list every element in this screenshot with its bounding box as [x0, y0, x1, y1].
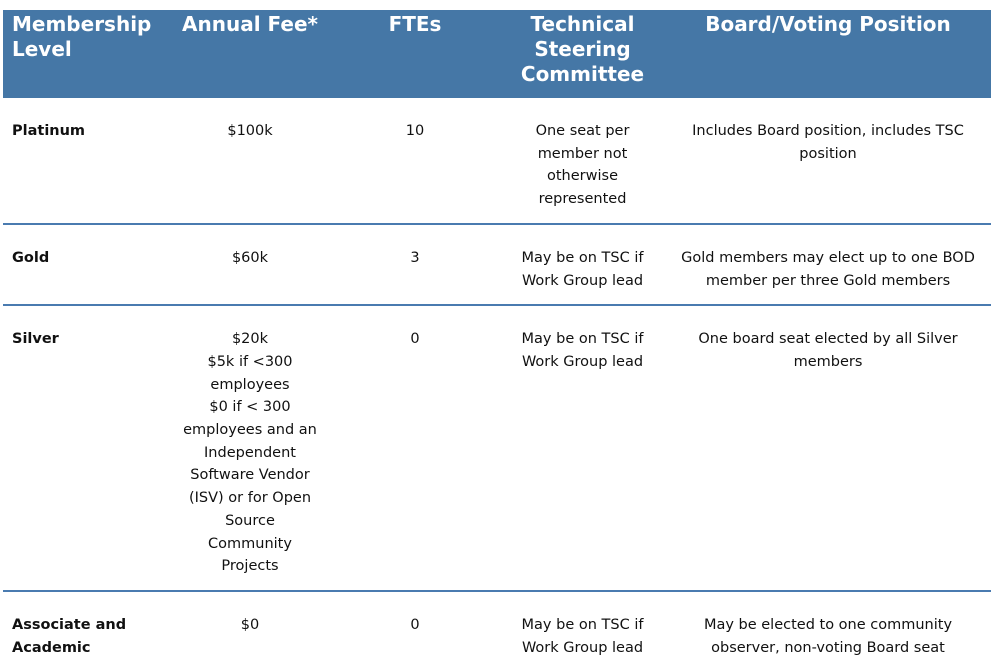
cell-line: $0 if < 300: [209, 399, 291, 416]
cell-line: Source: [225, 512, 275, 529]
cell-line: Annual Fee*: [182, 12, 318, 36]
cell-board-voting-position: Gold members may elect up to one BOD memb…: [665, 224, 991, 305]
cell-line: Level: [12, 37, 72, 61]
cell-line: Work Group lead: [521, 639, 644, 656]
table-row: Platinum $100k 10 One seat per member not oth…: [3, 98, 991, 224]
cell-board-voting-position: May be elected to one community observer,…: [665, 591, 991, 671]
cell-ftes: 3: [330, 224, 500, 305]
header-board-voting-position: Board/Voting Position: [665, 10, 991, 98]
cell-membership-level: Gold: [3, 224, 170, 305]
header-membership-level: Membership Level: [3, 10, 170, 98]
cell-line: FTEs: [388, 12, 442, 36]
cell-technical-steering-committee: One seat per member not otherwise represent…: [500, 98, 665, 224]
cell-line: Projects: [221, 558, 279, 575]
cell-line: employees: [210, 376, 290, 393]
cell-line: Academic: [12, 639, 91, 656]
cell-membership-level: Associate and Academic: [3, 591, 170, 671]
table-row: Silver $20k $5k if <300 employees $0 if < 30…: [3, 305, 991, 591]
cell-line: Includes Board position, includes TSC: [692, 123, 964, 139]
cell-line: members: [793, 353, 863, 370]
cell-line: Membership: [12, 12, 152, 36]
cell-line: Board/Voting Position: [705, 12, 951, 36]
cell-line: $0: [240, 616, 260, 633]
cell-line: Associate and: [12, 616, 127, 633]
cell-line: Work Group lead: [521, 272, 644, 289]
cell-line: observer, non-voting Board seat: [711, 639, 945, 656]
cell-line: Work Group lead: [521, 353, 644, 370]
cell-ftes: 0: [330, 591, 500, 671]
cell-line: May be elected to one community: [703, 616, 953, 633]
cell-board-voting-position: Includes Board position, includes TSC pos…: [665, 98, 991, 224]
cell-membership-level: Silver: [3, 305, 170, 591]
cell-annual-fee: $60k: [170, 224, 330, 305]
cell-line: position: [799, 145, 857, 162]
cell-line: 0: [410, 331, 420, 348]
cell-ftes: 0: [330, 305, 500, 591]
cell-line: otherwise: [547, 168, 618, 185]
cell-line: $100k: [227, 123, 273, 139]
cell-technical-steering-committee: May be on TSC if Work Group lead: [500, 591, 665, 671]
cell-line: 0: [410, 616, 420, 633]
table-row: Associate and Academic $0 0 May be on TSC if…: [3, 591, 991, 671]
cell-line: member not: [537, 145, 628, 162]
cell-line: employees and an: [183, 422, 317, 439]
cell-line: Steering: [534, 37, 631, 61]
cell-annual-fee: $0: [170, 591, 330, 671]
header-annual-fee: Annual Fee*: [170, 10, 330, 98]
cell-ftes: 10: [330, 98, 500, 224]
cell-line: May be on TSC if: [521, 616, 644, 633]
cell-line: 10: [405, 123, 425, 139]
cell-line: Silver: [12, 331, 59, 348]
cell-line: Gold members may elect up to one BOD: [681, 249, 975, 266]
cell-line: Community: [208, 535, 292, 552]
cell-line: 3: [410, 249, 420, 266]
cell-line: May be on TSC if: [521, 331, 644, 348]
cell-line: represented: [538, 191, 627, 208]
header-ftes: FTEs: [330, 10, 500, 98]
cell-line: Platinum: [12, 123, 86, 139]
table-row: Gold $60k 3 May be on TSC if Work Group lead…: [3, 224, 991, 306]
header-technical-steering-committee: Technical Steering Committee: [500, 10, 665, 98]
cell-line: member per three Gold members: [705, 272, 951, 289]
cell-line: May be on TSC if: [521, 249, 644, 266]
cell-board-voting-position: One board seat elected by all Silver memb…: [665, 305, 991, 591]
cell-technical-steering-committee: May be on TSC if Work Group lead: [500, 305, 665, 591]
cell-annual-fee: $100k: [170, 98, 330, 224]
cell-line: $20k: [231, 331, 269, 348]
cell-membership-level: Platinum: [3, 98, 170, 224]
cell-line: Committee: [520, 62, 645, 86]
cell-line: One board seat elected by all Silver: [698, 331, 958, 348]
cell-line: Software Vendor: [190, 467, 310, 484]
cell-technical-steering-committee: May be on TSC if Work Group lead: [500, 224, 665, 305]
cell-line: Technical: [530, 12, 635, 36]
cell-annual-fee: $20k $5k if <300 employees $0 if < 300 emplo…: [170, 305, 330, 591]
cell-line: (ISV) or for Open: [188, 490, 312, 507]
membership-table: Membership Level Annual Fee* FTEs Technical S…: [3, 10, 991, 671]
cell-line: $60k: [231, 249, 269, 266]
header-row: Membership Level Annual Fee* FTEs Technical S…: [3, 10, 991, 98]
cell-line: Gold: [12, 249, 50, 266]
cell-line: One seat per: [535, 123, 630, 139]
cell-line: Independent: [204, 444, 296, 461]
cell-line: $5k if <300: [207, 353, 293, 370]
